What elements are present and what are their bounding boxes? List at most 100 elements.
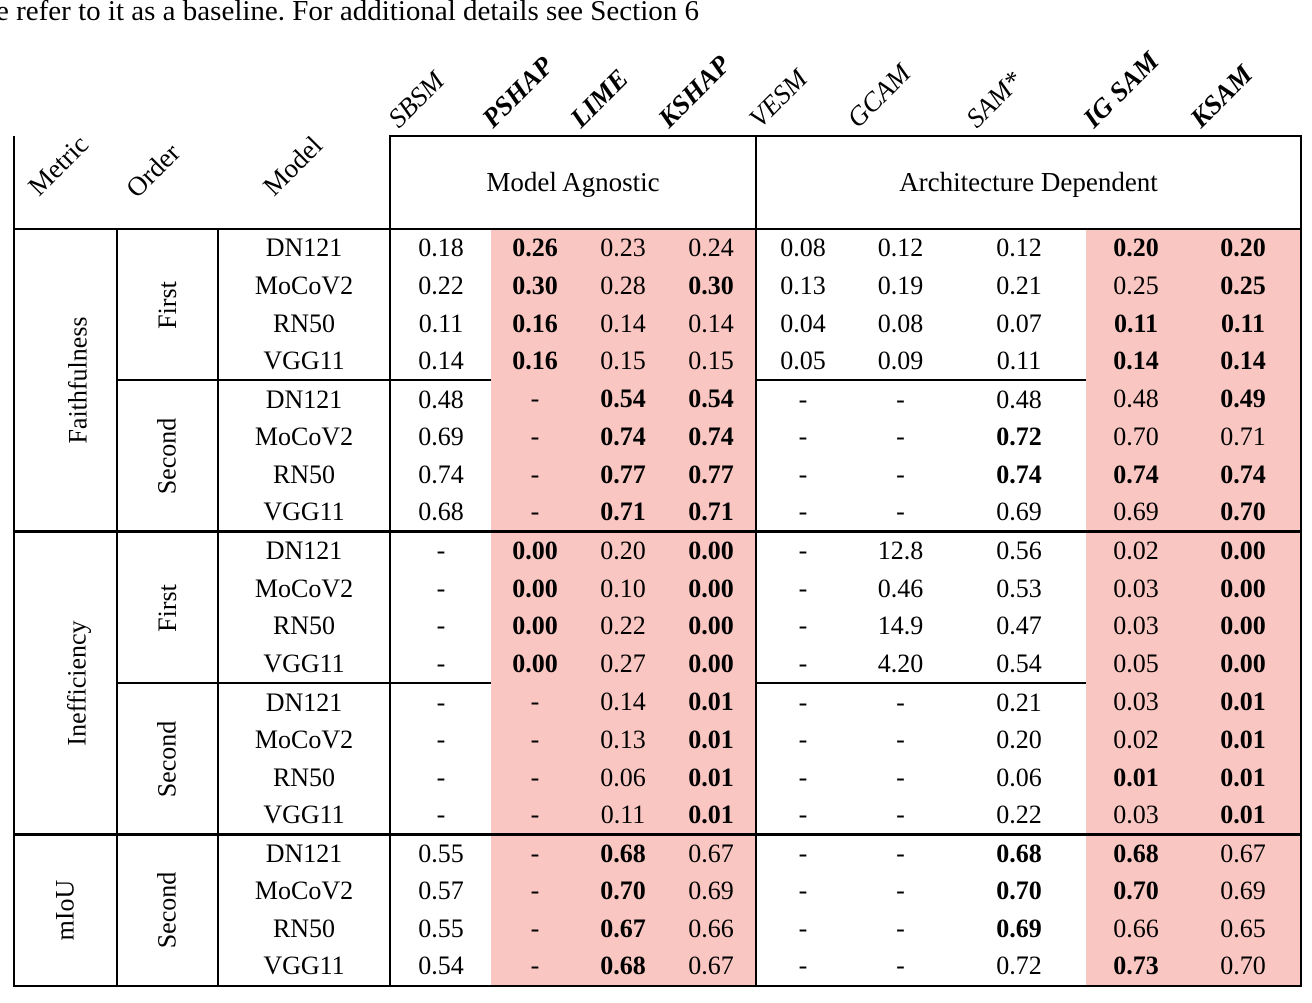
caption-text: e refer to it as a baseline. For additio…: [0, 0, 700, 27]
value-cell: 0.08: [877, 308, 924, 338]
value-cell: -: [755, 872, 849, 911]
value-cell: 0.08: [755, 229, 849, 267]
value-cell: 0.67: [667, 948, 756, 987]
model-cell: MoCoV2: [217, 569, 390, 608]
value-cell: 0.11: [389, 304, 491, 343]
value-cell: 0.13: [755, 266, 849, 305]
table-row: RN50 0.11 0.16 0.14 0.14 0.04 0.08 0.07 0.11 0.11: [14, 304, 1302, 343]
value-cell: 0.27: [579, 645, 667, 684]
column-header-sbsm: SBSM: [382, 65, 450, 134]
value-cell: -: [896, 914, 905, 944]
value-cell: 0.54: [667, 380, 756, 419]
value-cell: 0.01: [1186, 758, 1302, 797]
value-cell: 0.14: [667, 304, 756, 343]
value-cell: -: [389, 796, 491, 836]
value-cell: 0.74: [389, 456, 491, 494]
value-cell: 14.9: [877, 611, 924, 641]
table-row: Faithfulness First DN121 0.18 0.26 0.23 0.24 0.…: [13, 229, 1302, 534]
value-cell: 0.14: [1086, 342, 1186, 381]
value-cell: 0.12: [877, 233, 924, 263]
value-cell: 0.69: [996, 914, 1042, 944]
value-cell: 0.00: [667, 645, 756, 684]
value-cell: -: [389, 758, 491, 797]
value-cell: -: [389, 607, 491, 646]
value-cell: -: [755, 418, 849, 457]
column-header-vesm: VESM: [743, 63, 813, 134]
value-cell: 0.11: [952, 342, 1086, 382]
value-cell: -: [755, 796, 849, 836]
value-cell: 0.23: [579, 229, 667, 267]
order-cell: Second: [116, 834, 218, 987]
value-cell: 0.30: [667, 266, 756, 305]
value-cell: 0.70: [1086, 872, 1186, 911]
value-cell: -: [491, 910, 579, 949]
value-cell: -: [755, 645, 849, 685]
value-cell: -: [491, 418, 579, 457]
results-table: Model Agnostic Architecture Dependent Fa…: [13, 135, 1302, 987]
value-cell: 0.06: [579, 758, 667, 797]
value-cell: 0.15: [667, 342, 756, 381]
value-cell: 0.00: [491, 645, 579, 684]
value-cell: 0.77: [667, 456, 756, 494]
value-cell: -: [755, 493, 849, 534]
value-cell: -: [896, 422, 905, 452]
model-header-spacer: [218, 136, 390, 230]
value-cell: 0.69: [667, 872, 756, 911]
value-cell: -: [896, 876, 905, 906]
model-cell: RN50: [217, 304, 390, 343]
value-cell: 0.74: [667, 418, 756, 457]
value-cell: 0.00: [667, 531, 756, 570]
value-cell: 0.54: [389, 948, 491, 987]
value-cell: -: [389, 683, 491, 721]
value-cell: 0.68: [579, 948, 667, 987]
column-header-pshap: PSHAP: [476, 50, 559, 134]
model-cell: DN121: [217, 834, 390, 873]
value-cell: 0.10: [579, 569, 667, 608]
value-cell: 0.69: [1186, 872, 1302, 911]
value-cell: 0.48: [1086, 380, 1186, 419]
value-cell: -: [491, 872, 579, 911]
value-cell: -: [849, 493, 952, 534]
value-cell: 0.11: [1086, 304, 1186, 343]
value-cell: 0.72: [952, 948, 1086, 987]
model-cell: VGG11: [217, 645, 390, 685]
model-cell: MoCoV2: [217, 720, 390, 759]
metric-cell: Inefficiency: [13, 531, 117, 836]
value-cell: 0.20: [1186, 229, 1302, 267]
value-cell: -: [389, 645, 491, 685]
value-cell: 0.15: [579, 342, 667, 381]
value-cell: 0.66: [1086, 910, 1186, 949]
value-cell: 0.04: [755, 304, 849, 343]
value-cell: -: [491, 380, 579, 419]
column-header-gcam: GCAM: [841, 57, 917, 134]
model-cell: VGG11: [217, 796, 390, 836]
value-cell: -: [896, 724, 905, 754]
value-cell: 0.13: [579, 720, 667, 759]
value-cell: 0.22: [579, 607, 667, 646]
header-row: Model Agnostic Architecture Dependent: [13, 135, 1302, 230]
value-cell: -: [849, 948, 952, 987]
order-cell: First: [116, 229, 218, 382]
model-cell: DN121: [217, 380, 390, 419]
value-cell: 0.73: [1086, 948, 1186, 987]
value-cell: -: [755, 607, 849, 646]
value-cell: 0.16: [491, 304, 579, 343]
value-cell: 0.70: [579, 872, 667, 911]
value-cell: 0.01: [667, 796, 756, 836]
value-cell: 0.03: [1086, 683, 1186, 721]
value-cell: 0.14: [1186, 342, 1302, 381]
value-cell: -: [491, 948, 579, 987]
value-cell: 0.20: [579, 531, 667, 570]
value-cell: 0.49: [1186, 380, 1302, 419]
value-cell: 0.18: [389, 229, 491, 267]
table-row: RN50 0.74-0.77 0.77- -0.74 0.74 0.74: [14, 456, 1302, 494]
group-header-model-agnostic: Model Agnostic: [389, 135, 756, 230]
value-cell: 0.30: [491, 266, 579, 305]
model-cell: RN50: [217, 758, 390, 797]
metric-cell: Faithfulness: [13, 229, 117, 534]
value-cell: 0.05: [755, 342, 849, 382]
table-row: MoCoV2 0.57-0.70 0.69- -0.70 0.70 0.69: [14, 872, 1302, 911]
value-cell: -: [896, 762, 905, 792]
value-cell: 0.71: [667, 493, 756, 534]
model-cell: VGG11: [217, 342, 390, 382]
